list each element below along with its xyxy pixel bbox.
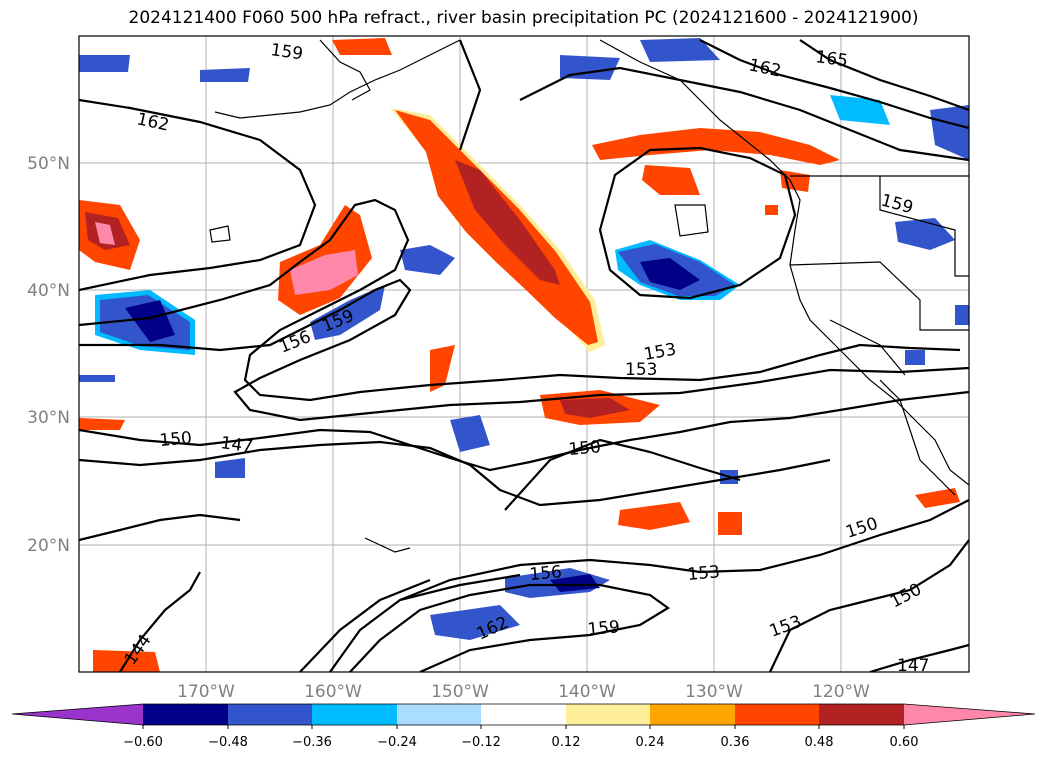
lat-label: 40°N xyxy=(27,281,70,301)
lon-label: 150°W xyxy=(431,682,489,702)
lat-label: 20°N xyxy=(27,536,70,556)
colorbar-tick-label: 0.24 xyxy=(636,735,665,750)
contour-label: 153 xyxy=(687,562,721,585)
colorbar-segment xyxy=(228,704,312,725)
colorbar-tick-label: −0.60 xyxy=(123,735,163,750)
lon-label: 130°W xyxy=(685,682,743,702)
colorbar-segment xyxy=(735,704,819,725)
colorbar-tick-label: 0.60 xyxy=(890,735,919,750)
colorbar-segment xyxy=(481,704,566,725)
contour-lines xyxy=(79,39,969,672)
colorbar-segment xyxy=(566,704,650,725)
colorbar-low-extension xyxy=(12,704,143,725)
precip-negative-areas xyxy=(79,38,969,640)
coastlines xyxy=(209,39,969,553)
colorbar-tick-label: −0.12 xyxy=(461,735,501,750)
colorbar-segment xyxy=(397,704,481,725)
map-title: 2024121400 F060 500 hPa refract., river … xyxy=(128,8,919,28)
colorbar-segment xyxy=(819,704,904,725)
map-area: 159 165 162 162 159 156 159 153 153 150 … xyxy=(79,36,969,676)
colorbar-segment xyxy=(143,704,228,725)
colorbar-tick-label: −0.36 xyxy=(292,735,332,750)
lat-label: 50°N xyxy=(27,154,70,174)
contour-label: 156 xyxy=(529,562,563,585)
contour-label: 159 xyxy=(269,40,304,64)
latitude-labels: 50°N 40°N 30°N 20°N xyxy=(27,154,70,556)
colorbar-tick-label: −0.24 xyxy=(377,735,417,750)
lon-label: 120°W xyxy=(812,682,870,702)
contour-label: 150 xyxy=(159,428,193,451)
colorbar-high-extension xyxy=(904,704,1035,725)
contour-label: 147 xyxy=(219,433,254,457)
lon-label: 140°W xyxy=(558,682,616,702)
contour-label: 153 xyxy=(625,360,657,380)
contour-label: 165 xyxy=(814,47,849,71)
contour-label: 159 xyxy=(587,617,621,640)
colorbar-tick-label: 0.48 xyxy=(805,735,834,750)
colorbar-ticks xyxy=(142,725,905,729)
longitude-labels: 170°W 160°W 150°W 140°W 130°W 120°W xyxy=(177,682,870,702)
colorbar-tick-label: 0.36 xyxy=(721,735,750,750)
lon-label: 170°W xyxy=(177,682,235,702)
contour-label: 147 xyxy=(897,656,929,676)
contour-label: 150 xyxy=(568,437,602,460)
colorbar: −0.60 −0.48 −0.36 −0.24 −0.12 0.12 0.24 … xyxy=(11,703,1036,750)
map-frame xyxy=(78,35,970,673)
colorbar-tick-label: −0.48 xyxy=(208,735,248,750)
colorbar-tick-label: 0.12 xyxy=(552,735,581,750)
lat-label: 30°N xyxy=(27,408,70,428)
colorbar-segment xyxy=(312,704,397,725)
precip-positive-areas xyxy=(79,38,960,672)
colorbar-segment xyxy=(650,704,735,725)
lon-label: 160°W xyxy=(304,682,362,702)
